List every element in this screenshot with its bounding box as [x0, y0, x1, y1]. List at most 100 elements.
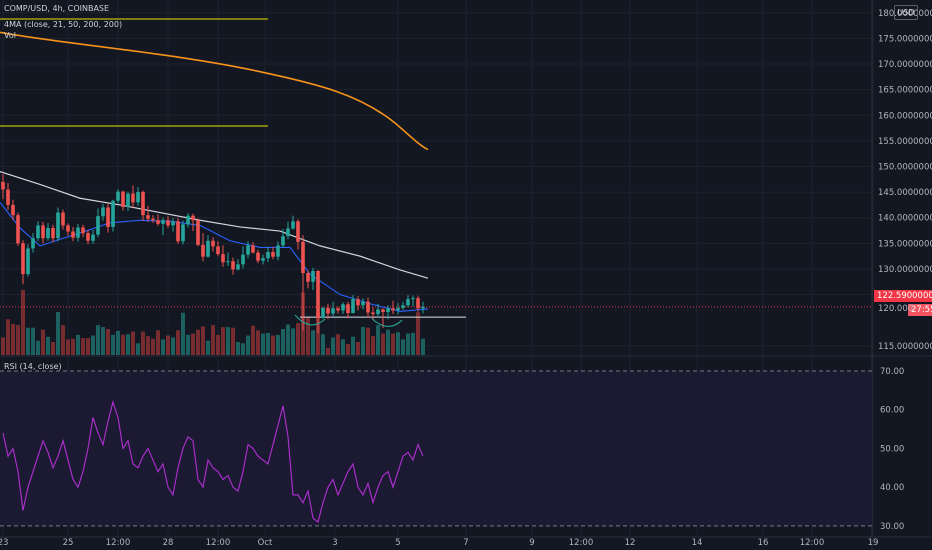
- time-tick-label: 23: [0, 538, 8, 548]
- volume-bar: [281, 329, 285, 355]
- candle-body: [276, 245, 280, 257]
- candle-body: [321, 307, 325, 318]
- candle-body: [416, 298, 420, 309]
- price-tick-label: 160.00000000: [878, 111, 932, 121]
- candle-body: [371, 312, 375, 315]
- volume-bar: [86, 338, 90, 355]
- candle-body: [181, 224, 185, 242]
- volume-bar: [361, 327, 365, 355]
- candle-body: [11, 204, 15, 216]
- volume-bar: [16, 325, 20, 355]
- volume-indicator-label[interactable]: Vol: [4, 31, 16, 40]
- volume-bar: [131, 331, 135, 355]
- rsi-indicator-label[interactable]: RSI (14, close): [4, 362, 62, 371]
- volume-bar: [336, 334, 340, 355]
- volume-bar: [56, 312, 60, 355]
- last-price-badge: 122.59000000: [874, 290, 932, 302]
- volume-bar: [311, 330, 315, 355]
- candle-body: [406, 299, 410, 306]
- candle-body: [336, 308, 340, 311]
- volume-bar: [401, 339, 405, 355]
- currency-button[interactable]: USD: [894, 5, 918, 20]
- volume-bar: [251, 325, 255, 355]
- volume-bar: [156, 330, 160, 355]
- candle-body: [101, 207, 105, 217]
- price-tick-label: 150.00000000: [878, 162, 932, 172]
- ma50-line: [0, 171, 429, 279]
- volume-bar: [406, 333, 410, 355]
- candle-body: [131, 193, 135, 203]
- time-axis[interactable]: 23 25 12:00 28 12:00 Oct 3 5 7 9 12:00 12 14 16 12:00 1…: [0, 538, 878, 548]
- volume-bar: [331, 337, 335, 355]
- candle-body: [81, 227, 85, 234]
- volume-bar: [141, 331, 145, 355]
- rsi-axis[interactable]: 70.00 60.00 50.00 40.00 30.00: [880, 367, 904, 532]
- candle-body: [286, 228, 290, 237]
- candle-body: [306, 273, 310, 282]
- ma200-line: [0, 31, 429, 151]
- candle-body: [206, 240, 210, 257]
- volume-bar: [376, 325, 380, 355]
- ma-indicator-label[interactable]: 4MA (close, 21, 50, 200, 200): [4, 20, 123, 29]
- time-tick-label: 3: [332, 538, 337, 548]
- volume-bar: [171, 337, 175, 355]
- candle-body: [156, 220, 160, 224]
- candle-body: [76, 227, 80, 238]
- candle-body: [331, 308, 335, 314]
- candle-body: [311, 270, 315, 282]
- candle-body: [261, 258, 265, 261]
- price-tick-label: 165.00000000: [878, 86, 932, 96]
- volume-bar: [316, 312, 320, 355]
- volume-bar: [351, 336, 355, 355]
- price-tick-label: 180.00000000: [878, 9, 932, 19]
- volume-bar: [386, 329, 390, 355]
- candle-body: [106, 207, 110, 227]
- candle-body: [246, 245, 250, 255]
- volume-bar: [196, 329, 200, 355]
- volume-bar: [221, 327, 225, 355]
- volume-bars: [1, 290, 425, 355]
- time-tick-label: Oct: [258, 538, 273, 548]
- time-tick-label: 12:00: [106, 538, 131, 548]
- countdown-badge: 27:55: [908, 304, 932, 316]
- volume-bar: [341, 339, 345, 355]
- candle-body: [221, 254, 225, 263]
- rsi-tick-label: 70.00: [880, 367, 904, 377]
- candle-body: [216, 246, 220, 255]
- candle-body: [201, 244, 205, 257]
- time-tick-label: 12:00: [800, 538, 825, 548]
- volume-bar: [216, 334, 220, 355]
- candle-body: [376, 309, 380, 315]
- candle-body: [401, 305, 405, 308]
- symbol-title[interactable]: COMP/USD, 4h, COINBASE: [4, 4, 110, 13]
- candle-body: [86, 233, 90, 241]
- volume-bar: [241, 343, 245, 355]
- volume-bar: [366, 327, 370, 355]
- candle-body: [366, 301, 370, 313]
- volume-bar: [271, 335, 275, 355]
- candle-body: [21, 243, 25, 275]
- candle-body: [411, 298, 415, 300]
- volume-bar: [371, 336, 375, 355]
- moving-averages: [0, 31, 429, 313]
- volume-bar: [1, 337, 5, 355]
- volume-bar: [226, 327, 230, 355]
- candles: [1, 174, 425, 333]
- candle-body: [166, 220, 170, 226]
- time-tick-label: 12:00: [206, 538, 231, 548]
- candle-body: [6, 189, 10, 205]
- volume-bar: [76, 334, 80, 355]
- volume-bar: [11, 323, 15, 355]
- candle-body: [136, 192, 140, 203]
- volume-bar: [71, 338, 75, 355]
- volume-bar: [381, 333, 385, 355]
- rsi-tick-label: 50.00: [880, 444, 904, 454]
- time-tick-label: 12: [625, 538, 636, 548]
- candle-body: [16, 215, 20, 244]
- partial-price-label: 120.000: [878, 304, 914, 314]
- candle-body: [356, 299, 360, 306]
- volume-bar: [266, 332, 270, 355]
- volume-bar: [261, 333, 265, 355]
- candle-body: [326, 307, 330, 314]
